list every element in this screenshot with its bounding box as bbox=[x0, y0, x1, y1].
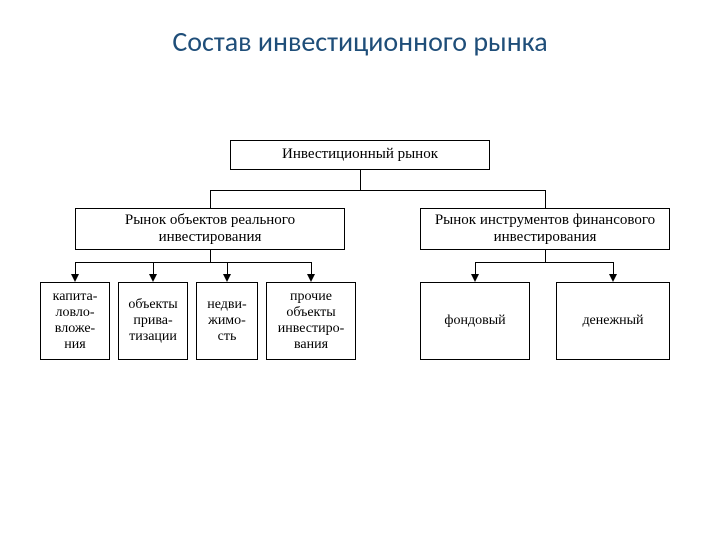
node-b2: денежный bbox=[556, 282, 670, 360]
node-b1: фондовый bbox=[420, 282, 530, 360]
node-a4: прочие объекты инвестиро- вания bbox=[266, 282, 356, 360]
node-l2b: Рынок инструментов финансового инвестиро… bbox=[420, 208, 670, 250]
node-l2a: Рынок объектов реального инвестирования bbox=[75, 208, 345, 250]
node-a1: капита- ловло- вложе- ния bbox=[40, 282, 110, 360]
node-root: Инвестиционный рынок bbox=[230, 140, 490, 170]
node-a3: недви- жимо- сть bbox=[196, 282, 258, 360]
node-a2: объекты прива- тизации bbox=[118, 282, 188, 360]
page-title: Состав инвестиционного рынка bbox=[0, 24, 720, 59]
